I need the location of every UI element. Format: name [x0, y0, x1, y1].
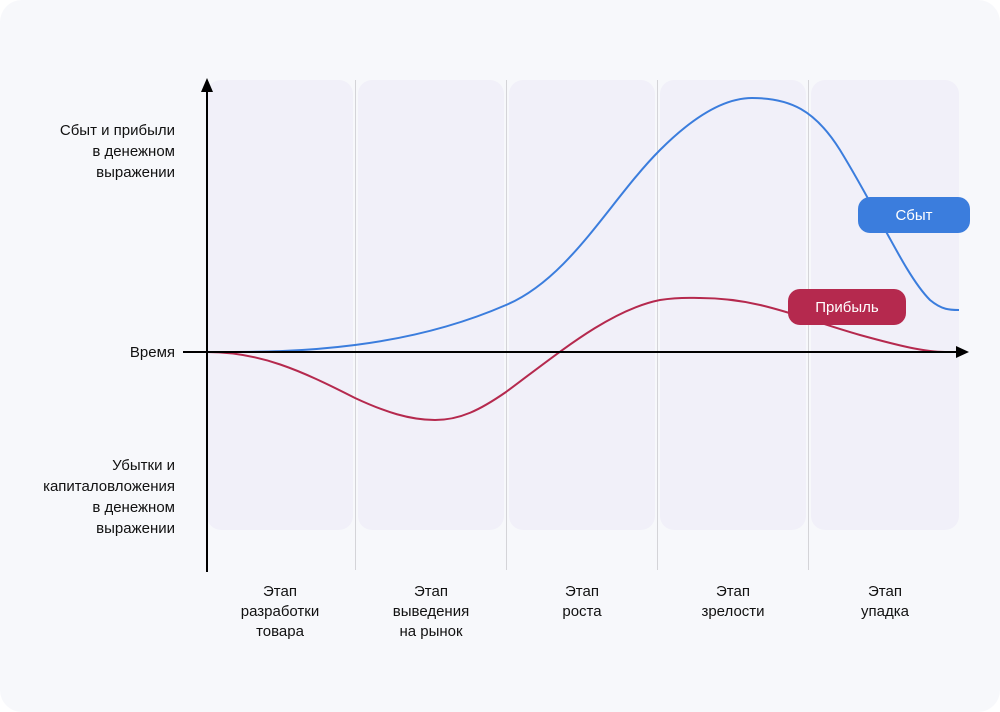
y-axis-arrow: [201, 78, 213, 92]
stage-band-growth: [509, 80, 655, 530]
stage-label-development: Этап разработки товара: [240, 583, 320, 640]
profit-curve: [206, 296, 946, 422]
sales-legend-pill: Сбыт: [858, 197, 970, 233]
stage-band-introduction: [358, 80, 504, 530]
profit-legend-pill: Прибыль: [788, 289, 906, 325]
sales-legend-label: Сбыт: [895, 207, 932, 224]
stage-bands: [207, 80, 959, 530]
y-axis-top-label: Сбыт и прибыли в денежном выражении: [59, 122, 175, 181]
profit-legend-label: Прибыль: [815, 299, 879, 316]
stage-band-maturity: [660, 80, 806, 530]
sales-curve: [206, 96, 960, 353]
y-axis-bottom-label: Убытки и капиталовложения в денежном выр…: [43, 457, 175, 537]
stage-label-introduction: Этап выведения на рынок: [392, 583, 470, 640]
stage-label-decline: Этап упадка: [861, 583, 909, 620]
x-axis-arrow: [956, 346, 969, 358]
stage-label-maturity: Этап зрелости: [701, 583, 765, 620]
time-axis-label: Время: [129, 344, 175, 361]
stage-label-growth: Этап роста: [562, 583, 602, 620]
stage-band-development: [207, 80, 353, 530]
